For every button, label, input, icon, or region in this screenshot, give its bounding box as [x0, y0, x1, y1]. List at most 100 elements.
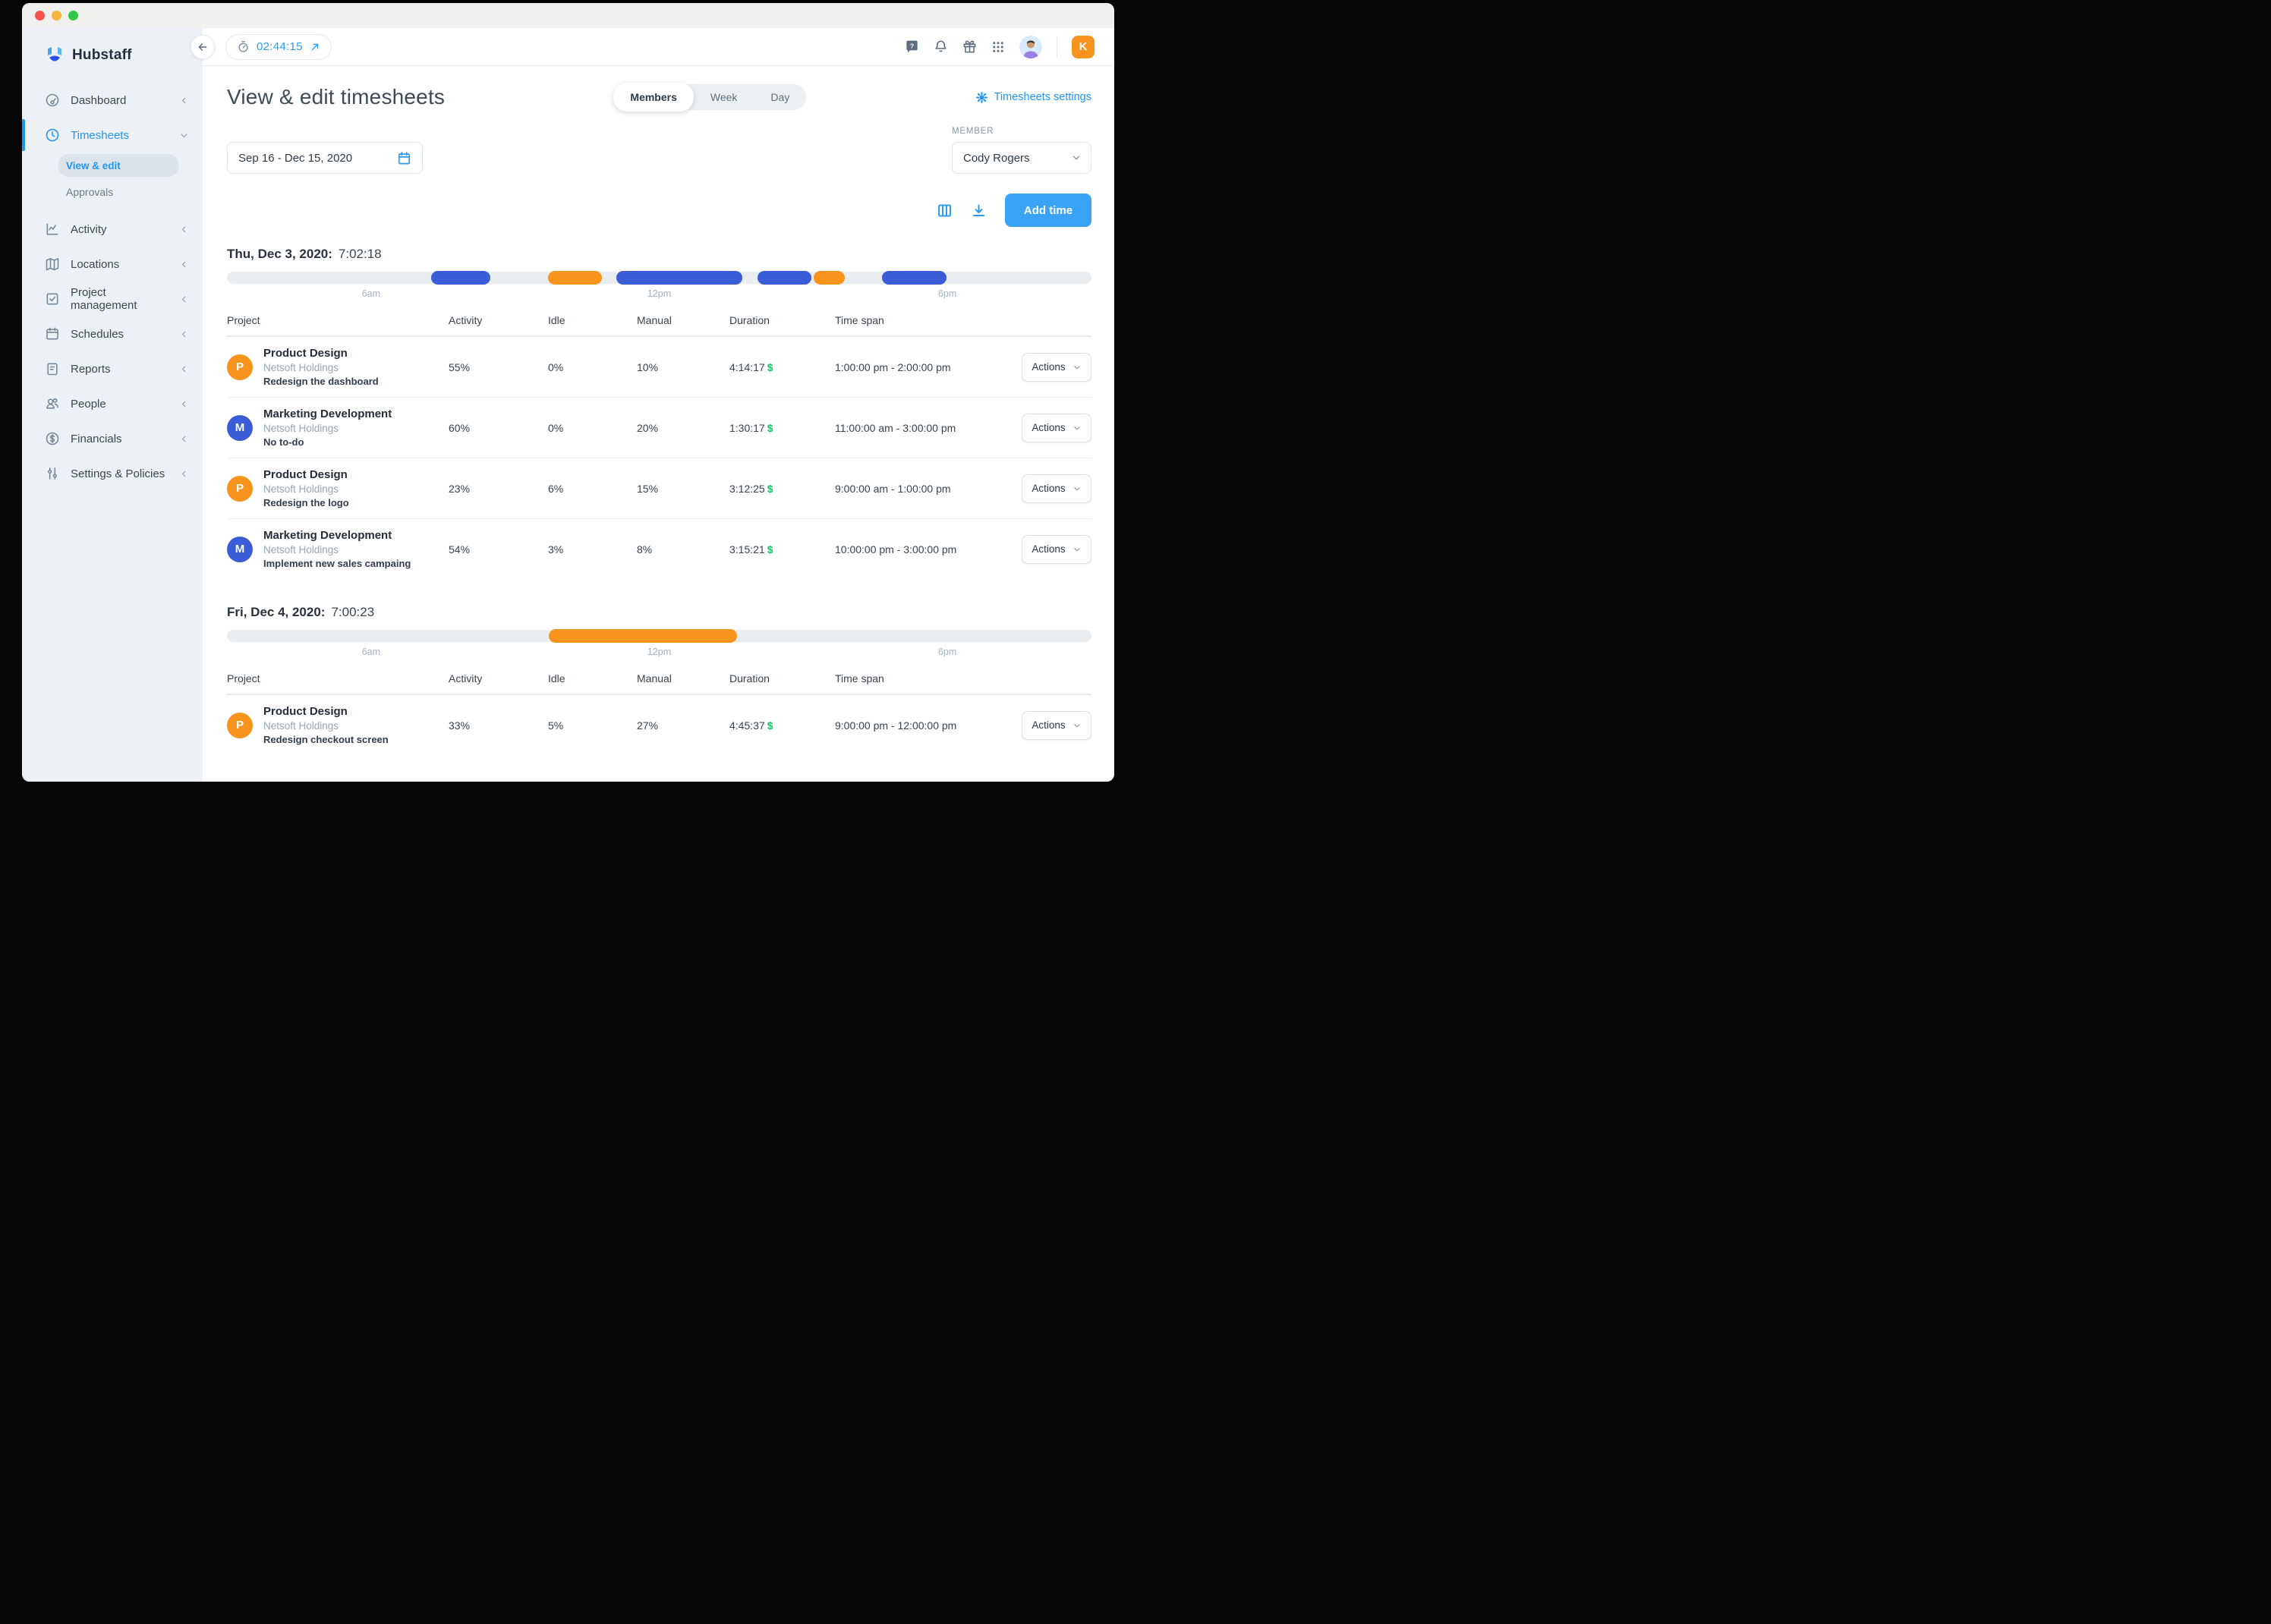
sidebar: Hubstaff Dashboard Timesheets View & edi… [22, 28, 203, 782]
sidebar-subitem-approvals[interactable]: Approvals [66, 186, 114, 198]
activity-value: 23% [449, 482, 471, 495]
sidebar-item-label: Activity [71, 222, 107, 236]
timer-widget[interactable]: 02:44:15 [225, 33, 332, 60]
open-timer-icon[interactable] [310, 42, 320, 52]
timesheets-settings-link[interactable]: Timesheets settings [975, 91, 1091, 104]
columns-icon[interactable] [937, 203, 953, 219]
manual-value: 10% [637, 360, 659, 373]
row-actions-button[interactable]: Actions [1022, 352, 1091, 382]
billable-indicator: $ [767, 482, 773, 495]
timesheet-row: M Marketing Development Netsoft Holdings… [227, 398, 1091, 458]
row-actions-button[interactable]: Actions [1022, 710, 1091, 740]
project-todo: Redesign the dashboard [263, 376, 379, 387]
row-actions-button[interactable]: Actions [1022, 534, 1091, 564]
sidebar-submenu: View & edit Approvals [22, 153, 203, 212]
chevron-left-icon [179, 329, 189, 339]
sidebar-item-label: Locations [71, 257, 120, 271]
download-icon[interactable] [971, 203, 987, 219]
day-date: Fri, Dec 4, 2020: [227, 605, 326, 619]
tab-members[interactable]: Members [613, 83, 694, 112]
sidebar-subitem-view-edit[interactable]: View & edit [58, 154, 179, 177]
organization-badge[interactable]: K [1072, 35, 1095, 58]
chevron-left-icon [179, 364, 189, 374]
project-cell: P Product Design Netsoft Holdings Redesi… [227, 347, 449, 387]
stopwatch-icon [237, 40, 250, 53]
duration-value: 1:30:17 $ [729, 421, 773, 434]
sidebar-item-dashboard[interactable]: Dashboard [22, 83, 203, 118]
apps-grid-icon[interactable] [991, 40, 1005, 54]
chevron-down-icon [179, 131, 189, 140]
tab-week[interactable]: Week [694, 84, 754, 110]
table-actions-row: Add time [227, 194, 1091, 227]
day-header: Fri, Dec 4, 2020: 7:00:23 [227, 605, 1091, 620]
main-header: 02:44:15 ? [191, 28, 1114, 66]
sidebar-item-label: Schedules [71, 327, 124, 341]
idle-value: 0% [548, 360, 564, 373]
project-avatar: M [227, 536, 253, 562]
project-name: Product Design [263, 705, 348, 718]
time-span-value: 10:00:00 pm - 3:00:00 pm [835, 543, 957, 555]
billable-indicator: $ [767, 719, 773, 732]
column-header-time-span: Time span [835, 314, 884, 326]
sidebar-item-financials[interactable]: Financials [22, 421, 203, 456]
manual-value: 8% [637, 543, 653, 555]
chevron-left-icon [179, 294, 189, 304]
sidebar-item-locations[interactable]: Locations [22, 247, 203, 282]
date-range-picker[interactable]: Sep 16 - Dec 15, 2020 [227, 142, 423, 174]
locations-icon [45, 257, 60, 272]
close-window-button[interactable] [35, 11, 45, 20]
member-filter: MEMBER Cody Rogers [952, 127, 1091, 174]
user-avatar[interactable] [1019, 35, 1042, 58]
reports-icon [45, 361, 60, 376]
help-icon[interactable]: ? [905, 39, 919, 54]
member-select[interactable]: Cody Rogers [952, 142, 1091, 174]
chevron-down-icon [1073, 363, 1082, 372]
row-actions-button[interactable]: Actions [1022, 474, 1091, 503]
sidebar-item-settings-policies[interactable]: Settings & Policies [22, 456, 203, 491]
filters-row: Sep 16 - Dec 15, 2020 MEMBER Cody Rogers [227, 127, 1091, 174]
duration-value: 3:15:21 $ [729, 543, 773, 555]
chevron-down-icon [1073, 484, 1082, 493]
view-mode-tabs: Members Week Day [613, 83, 807, 112]
sidebar-item-schedules[interactable]: Schedules [22, 316, 203, 351]
page-title: View & edit timesheets [227, 85, 446, 109]
timesheet-row: M Marketing Development Netsoft Holdings… [227, 519, 1091, 579]
brand-logo[interactable]: Hubstaff [22, 39, 203, 72]
timeline-segment [758, 271, 811, 285]
day-date: Thu, Dec 3, 2020: [227, 247, 332, 261]
column-header-project: Project [227, 314, 260, 326]
sidebar-item-activity[interactable]: Activity [22, 212, 203, 247]
row-actions-button[interactable]: Actions [1022, 413, 1091, 442]
project-client: Netsoft Holdings [263, 720, 339, 732]
add-time-button[interactable]: Add time [1005, 194, 1091, 227]
timeline-ticks: 6am 12pm 6pm [227, 288, 1091, 301]
project-client: Netsoft Holdings [263, 423, 339, 434]
gift-icon[interactable] [962, 39, 977, 54]
column-header-duration: Duration [729, 672, 770, 685]
collapse-sidebar-button[interactable] [191, 35, 215, 59]
sidebar-item-timesheets[interactable]: Timesheets [22, 118, 203, 153]
settings-icon [45, 466, 60, 481]
column-header-activity: Activity [449, 314, 483, 326]
tab-day[interactable]: Day [754, 84, 806, 110]
time-span-value: 11:00:00 am - 3:00:00 pm [835, 421, 956, 434]
notifications-bell-icon[interactable] [934, 39, 948, 54]
day-header: Thu, Dec 3, 2020: 7:02:18 [227, 247, 1091, 262]
sidebar-item-project-management[interactable]: Project management [22, 282, 203, 316]
macos-titlebar [22, 3, 1114, 28]
project-todo: Redesign the logo [263, 497, 349, 508]
timesheets-icon [45, 127, 60, 143]
member-filter-label: MEMBER [952, 127, 994, 136]
idle-value: 6% [548, 482, 564, 495]
idle-value: 0% [548, 421, 564, 434]
minimize-window-button[interactable] [52, 11, 61, 20]
activity-value: 54% [449, 543, 471, 555]
project-cell: M Marketing Development Netsoft Holdings… [227, 529, 449, 569]
zoom-window-button[interactable] [68, 11, 78, 20]
column-header-manual: Manual [637, 314, 672, 326]
main-area: 02:44:15 ? [191, 28, 1114, 782]
sidebar-item-people[interactable]: People [22, 386, 203, 421]
project-name: Marketing Development [263, 529, 392, 542]
day-timeline [227, 271, 1091, 285]
sidebar-item-reports[interactable]: Reports [22, 351, 203, 386]
